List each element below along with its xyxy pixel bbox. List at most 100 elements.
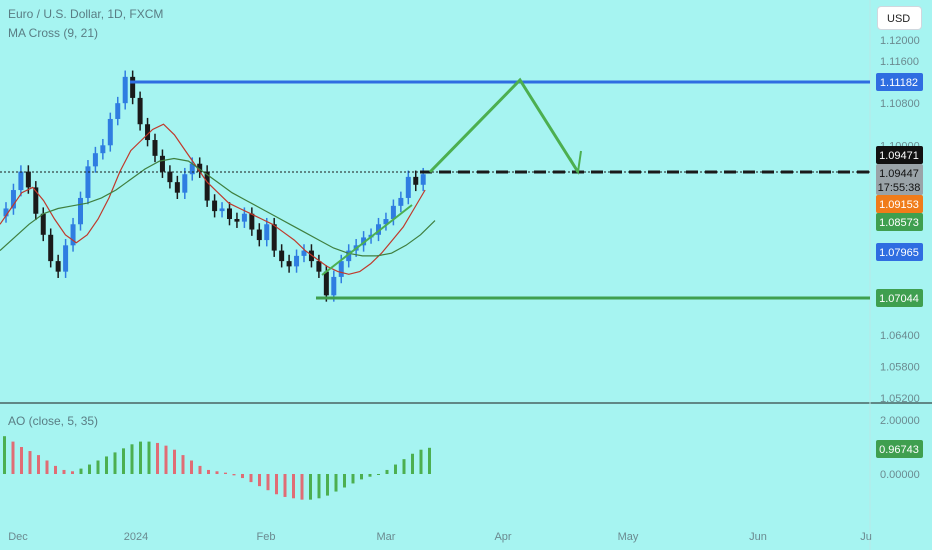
candle-body: [346, 250, 352, 262]
ao-bar: [275, 474, 278, 495]
ao-bar: [249, 474, 253, 483]
candle-body: [100, 145, 106, 154]
ao-bar: [54, 465, 57, 474]
candle-body: [40, 213, 46, 235]
ao-bar: [309, 474, 312, 500]
badge-ao-text: 0.96743: [879, 444, 919, 456]
time-tick-label: Mar: [377, 531, 396, 543]
badge-support-text: 1.07044: [879, 293, 919, 305]
badge-level-blue-text: 1.07965: [879, 247, 919, 259]
ao-bar: [147, 441, 151, 474]
candle-body: [212, 200, 218, 212]
candle-body: [182, 174, 188, 193]
time-tick-label: Ju: [860, 531, 872, 543]
candle-body: [33, 187, 39, 214]
ao-bar: [113, 452, 117, 474]
candle-body: [48, 234, 54, 262]
ao-indicator-title[interactable]: AO (close, 5, 35): [8, 414, 99, 428]
candle-body: [301, 250, 307, 256]
ao-bar: [156, 442, 159, 474]
ao-bar: [419, 449, 423, 474]
candle-body: [197, 163, 203, 172]
candle-body: [130, 76, 136, 98]
candle-body: [137, 97, 143, 125]
ao-bar: [232, 474, 236, 476]
time-tick-label: Jun: [749, 531, 767, 543]
ao-bar: [283, 474, 287, 497]
candle-body: [219, 208, 225, 212]
time-tick-label: Feb: [257, 531, 276, 543]
candle-body: [271, 224, 277, 251]
ao-bar: [20, 447, 23, 474]
candle-body: [18, 171, 24, 191]
ao-tick-top: 2.00000: [880, 415, 920, 427]
candle-body: [286, 261, 292, 267]
candle-body: [85, 166, 91, 198]
candle-body: [174, 182, 180, 193]
projection-path[interactable]: [428, 77, 580, 174]
candle-body: [159, 155, 165, 172]
candle-body: [331, 276, 337, 296]
candle-body: [279, 250, 285, 262]
candle-body: [294, 255, 300, 267]
ao-bar: [96, 460, 100, 474]
ao-bar: [37, 455, 40, 474]
candle-body: [3, 208, 9, 217]
candle-body: [420, 174, 426, 185]
candle-body: [78, 197, 83, 225]
ao-bar: [317, 474, 321, 499]
ao-bar: [385, 469, 389, 474]
candles-group: [3, 70, 426, 302]
candle-body: [70, 224, 76, 246]
badge-countdown-text: 17:55:38: [878, 182, 921, 194]
candle-body: [145, 124, 151, 141]
candle-body: [204, 171, 210, 201]
candle-body: [55, 261, 61, 272]
candle-body: [92, 153, 98, 167]
candle-body: [398, 197, 404, 206]
ao-bar: [62, 469, 66, 474]
price-tick-label: 1.06400: [880, 330, 920, 342]
trend-line[interactable]: [321, 204, 413, 276]
ao-bar: [326, 474, 329, 496]
badge-ma-fast-text: 1.09153: [879, 199, 919, 211]
badge-ao: 0.96743: [876, 440, 923, 458]
candle-body: [152, 140, 158, 156]
ao-bar: [224, 472, 227, 474]
currency-button[interactable]: USD: [877, 6, 922, 30]
ao-bar: [71, 471, 74, 474]
ao-bar: [181, 455, 185, 474]
ao-bar: [428, 447, 431, 474]
ao-bar: [258, 474, 261, 487]
ao-bar: [28, 451, 32, 474]
ao-bar: [343, 474, 346, 488]
candle-body: [241, 213, 247, 222]
badge-support: 1.07044: [876, 289, 923, 307]
price-tick-label: 1.05800: [880, 361, 920, 373]
ao-bar: [207, 469, 210, 474]
ao-bar: [45, 460, 49, 474]
badge-last-price-text: 1.09447: [879, 168, 919, 180]
badge-resistance: 1.11182: [876, 73, 923, 91]
time-tick-label: Dec: [8, 531, 28, 543]
candle-body: [264, 224, 270, 241]
badge-last-price: 1.09447 17:55:38: [876, 164, 923, 195]
ma-indicator-title[interactable]: MA Cross (9, 21): [8, 26, 99, 40]
ao-bar: [215, 471, 219, 474]
moving-averages-group: [0, 123, 436, 275]
candle-body: [189, 163, 195, 175]
ao-bar: [266, 474, 270, 491]
ao-histogram: [3, 436, 431, 500]
ao-bar: [368, 474, 372, 477]
candle-body: [227, 208, 232, 219]
ao-bar: [292, 474, 295, 499]
projection-arrow-head: [569, 150, 582, 176]
badge-ma-fast: 1.09153: [876, 195, 923, 213]
badge-ma-slow-text: 1.08573: [879, 217, 919, 229]
ao-bar: [360, 474, 363, 480]
badge-current-text: 1.09471: [879, 150, 919, 162]
price-tick-label: 1.11600: [880, 56, 919, 68]
ao-bar: [164, 445, 168, 474]
